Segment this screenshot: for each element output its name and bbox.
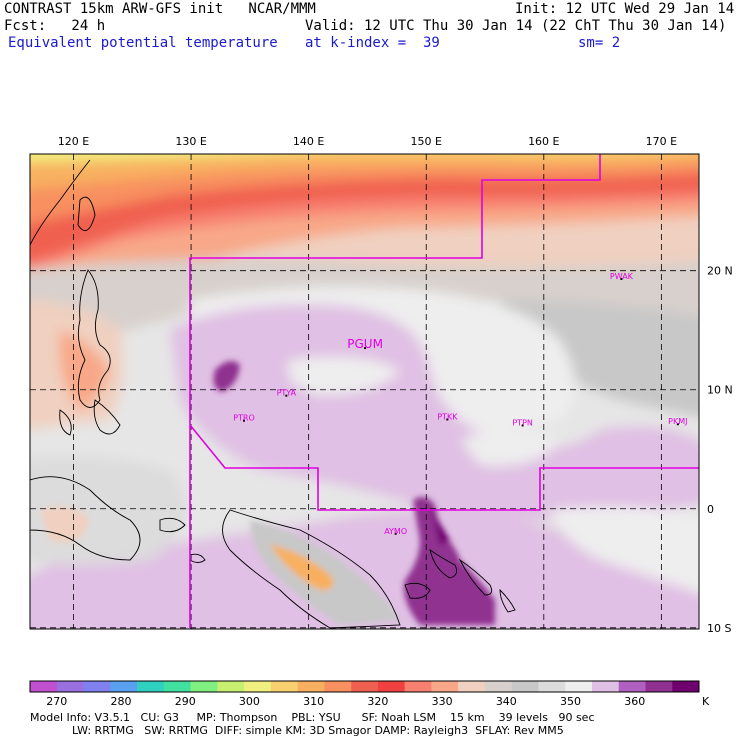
map-frame <box>29 153 700 630</box>
colorbar-swatch <box>137 681 165 692</box>
station-marker <box>446 418 449 421</box>
coastlines <box>30 159 516 629</box>
header-valid-time: Valid: 12 UTC Thu 30 Jan 14 (22 ChT Thu … <box>305 18 727 34</box>
colorbar-swatch <box>190 681 218 692</box>
header-field-name: Equivalent potential temperature <box>8 35 278 51</box>
header-model-title: CONTRAST 15km ARW-GFS init NCAR/MMM <box>4 1 316 17</box>
colorbar-swatch <box>30 681 58 692</box>
station-layer: PWAK PGUM PTYA PTRO PTKK PTPN PKMJ AYMO <box>233 272 687 536</box>
colorbar-swatch <box>244 681 272 692</box>
colorbar-swatch <box>56 681 84 692</box>
longitude-labels: 120 E 130 E 140 E 150 E 160 E 170 E <box>58 135 677 148</box>
station-label: PTPN <box>512 418 533 427</box>
station-label: PTKK <box>437 412 458 421</box>
station-label: AYMO <box>384 527 407 536</box>
colorbar-swatch <box>538 681 566 692</box>
station-marker <box>285 394 288 397</box>
colorbar-label: 360 <box>624 695 645 708</box>
longitude-label: 170 E <box>646 135 677 148</box>
colorbar-swatch <box>404 681 432 692</box>
colorbar-swatch <box>565 681 593 692</box>
colorbar-label: 270 <box>46 695 67 708</box>
colorbar-label: 340 <box>496 695 517 708</box>
longitude-label: 140 E <box>293 135 324 148</box>
colorbar-swatch <box>618 681 646 692</box>
longitude-label: 130 E <box>175 135 206 148</box>
latitude-label: 0 <box>707 503 714 516</box>
footer-physics-info: LW: RRTMG SW: RRTMG DIFF: simple KM: 3D … <box>72 724 564 737</box>
longitude-label: 160 E <box>528 135 559 148</box>
colorbar-swatch <box>110 681 138 692</box>
station-label: PKMJ <box>668 417 687 426</box>
latitude-label: 20 N <box>707 265 733 278</box>
colorbar-swatch <box>163 681 191 692</box>
colorbar-swatch <box>645 681 673 692</box>
colorbar-swatch <box>83 681 111 692</box>
colorbar-swatch <box>458 681 486 692</box>
station-marker <box>394 532 397 535</box>
footer-model-info: Model Info: V3.5.1 CU: G3 MP: Thompson P… <box>30 711 595 724</box>
station-label: PWAK <box>610 272 634 281</box>
header-forecast-hour: Fcst: 24 h <box>4 18 106 34</box>
colorbar-swatch <box>270 681 298 692</box>
colorbar-swatch <box>591 681 620 692</box>
station-label: PTRO <box>233 414 255 423</box>
station-label: PTYA <box>277 389 297 398</box>
longitude-label: 150 E <box>411 135 442 148</box>
latitude-label: 10 S <box>707 622 731 635</box>
colorbar-swatch <box>217 681 245 692</box>
latitude-labels: 20 N 10 N 0 10 S <box>707 265 733 635</box>
theta-e-field <box>30 154 699 629</box>
latitude-label: 10 N <box>707 384 733 397</box>
colorbar-swatch <box>431 681 459 692</box>
colorbar-label: 350 <box>560 695 581 708</box>
colorbar-swatch <box>324 681 352 692</box>
station-marker <box>521 424 524 427</box>
colorbar-swatch <box>511 681 539 692</box>
colorbar-swatch <box>484 681 512 692</box>
station-marker <box>620 278 623 280</box>
longitude-label: 120 E <box>58 135 89 148</box>
colorbar-label: 280 <box>110 695 131 708</box>
station-marker <box>242 419 245 422</box>
station-marker <box>364 347 367 350</box>
station-label: PGUM <box>347 337 383 351</box>
colorbar-label: 290 <box>175 695 196 708</box>
header-k-index: at k-index = 39 <box>305 35 440 51</box>
header-smoothing: sm= 2 <box>578 35 621 51</box>
graticule <box>30 154 699 629</box>
colorbar-label: 310 <box>303 695 324 708</box>
colorbar-label: 330 <box>432 695 453 708</box>
colorbar-swatch <box>297 681 325 692</box>
colorbar: 270 280 290 300 310 320 330 340 350 360 K <box>29 680 710 708</box>
colorbar-frame <box>29 680 700 693</box>
colorbar-swatch <box>672 681 700 692</box>
colorbar-unit: K <box>702 695 710 708</box>
station-marker <box>676 423 679 426</box>
colorbar-label: 300 <box>239 695 260 708</box>
colorbar-swatch <box>351 681 379 692</box>
colorbar-label: 320 <box>367 695 388 708</box>
header-init-time: Init: 12 UTC Wed 29 Jan 14 <box>515 1 735 17</box>
colorbar-swatch <box>377 681 405 692</box>
region-boundary <box>189 154 699 628</box>
